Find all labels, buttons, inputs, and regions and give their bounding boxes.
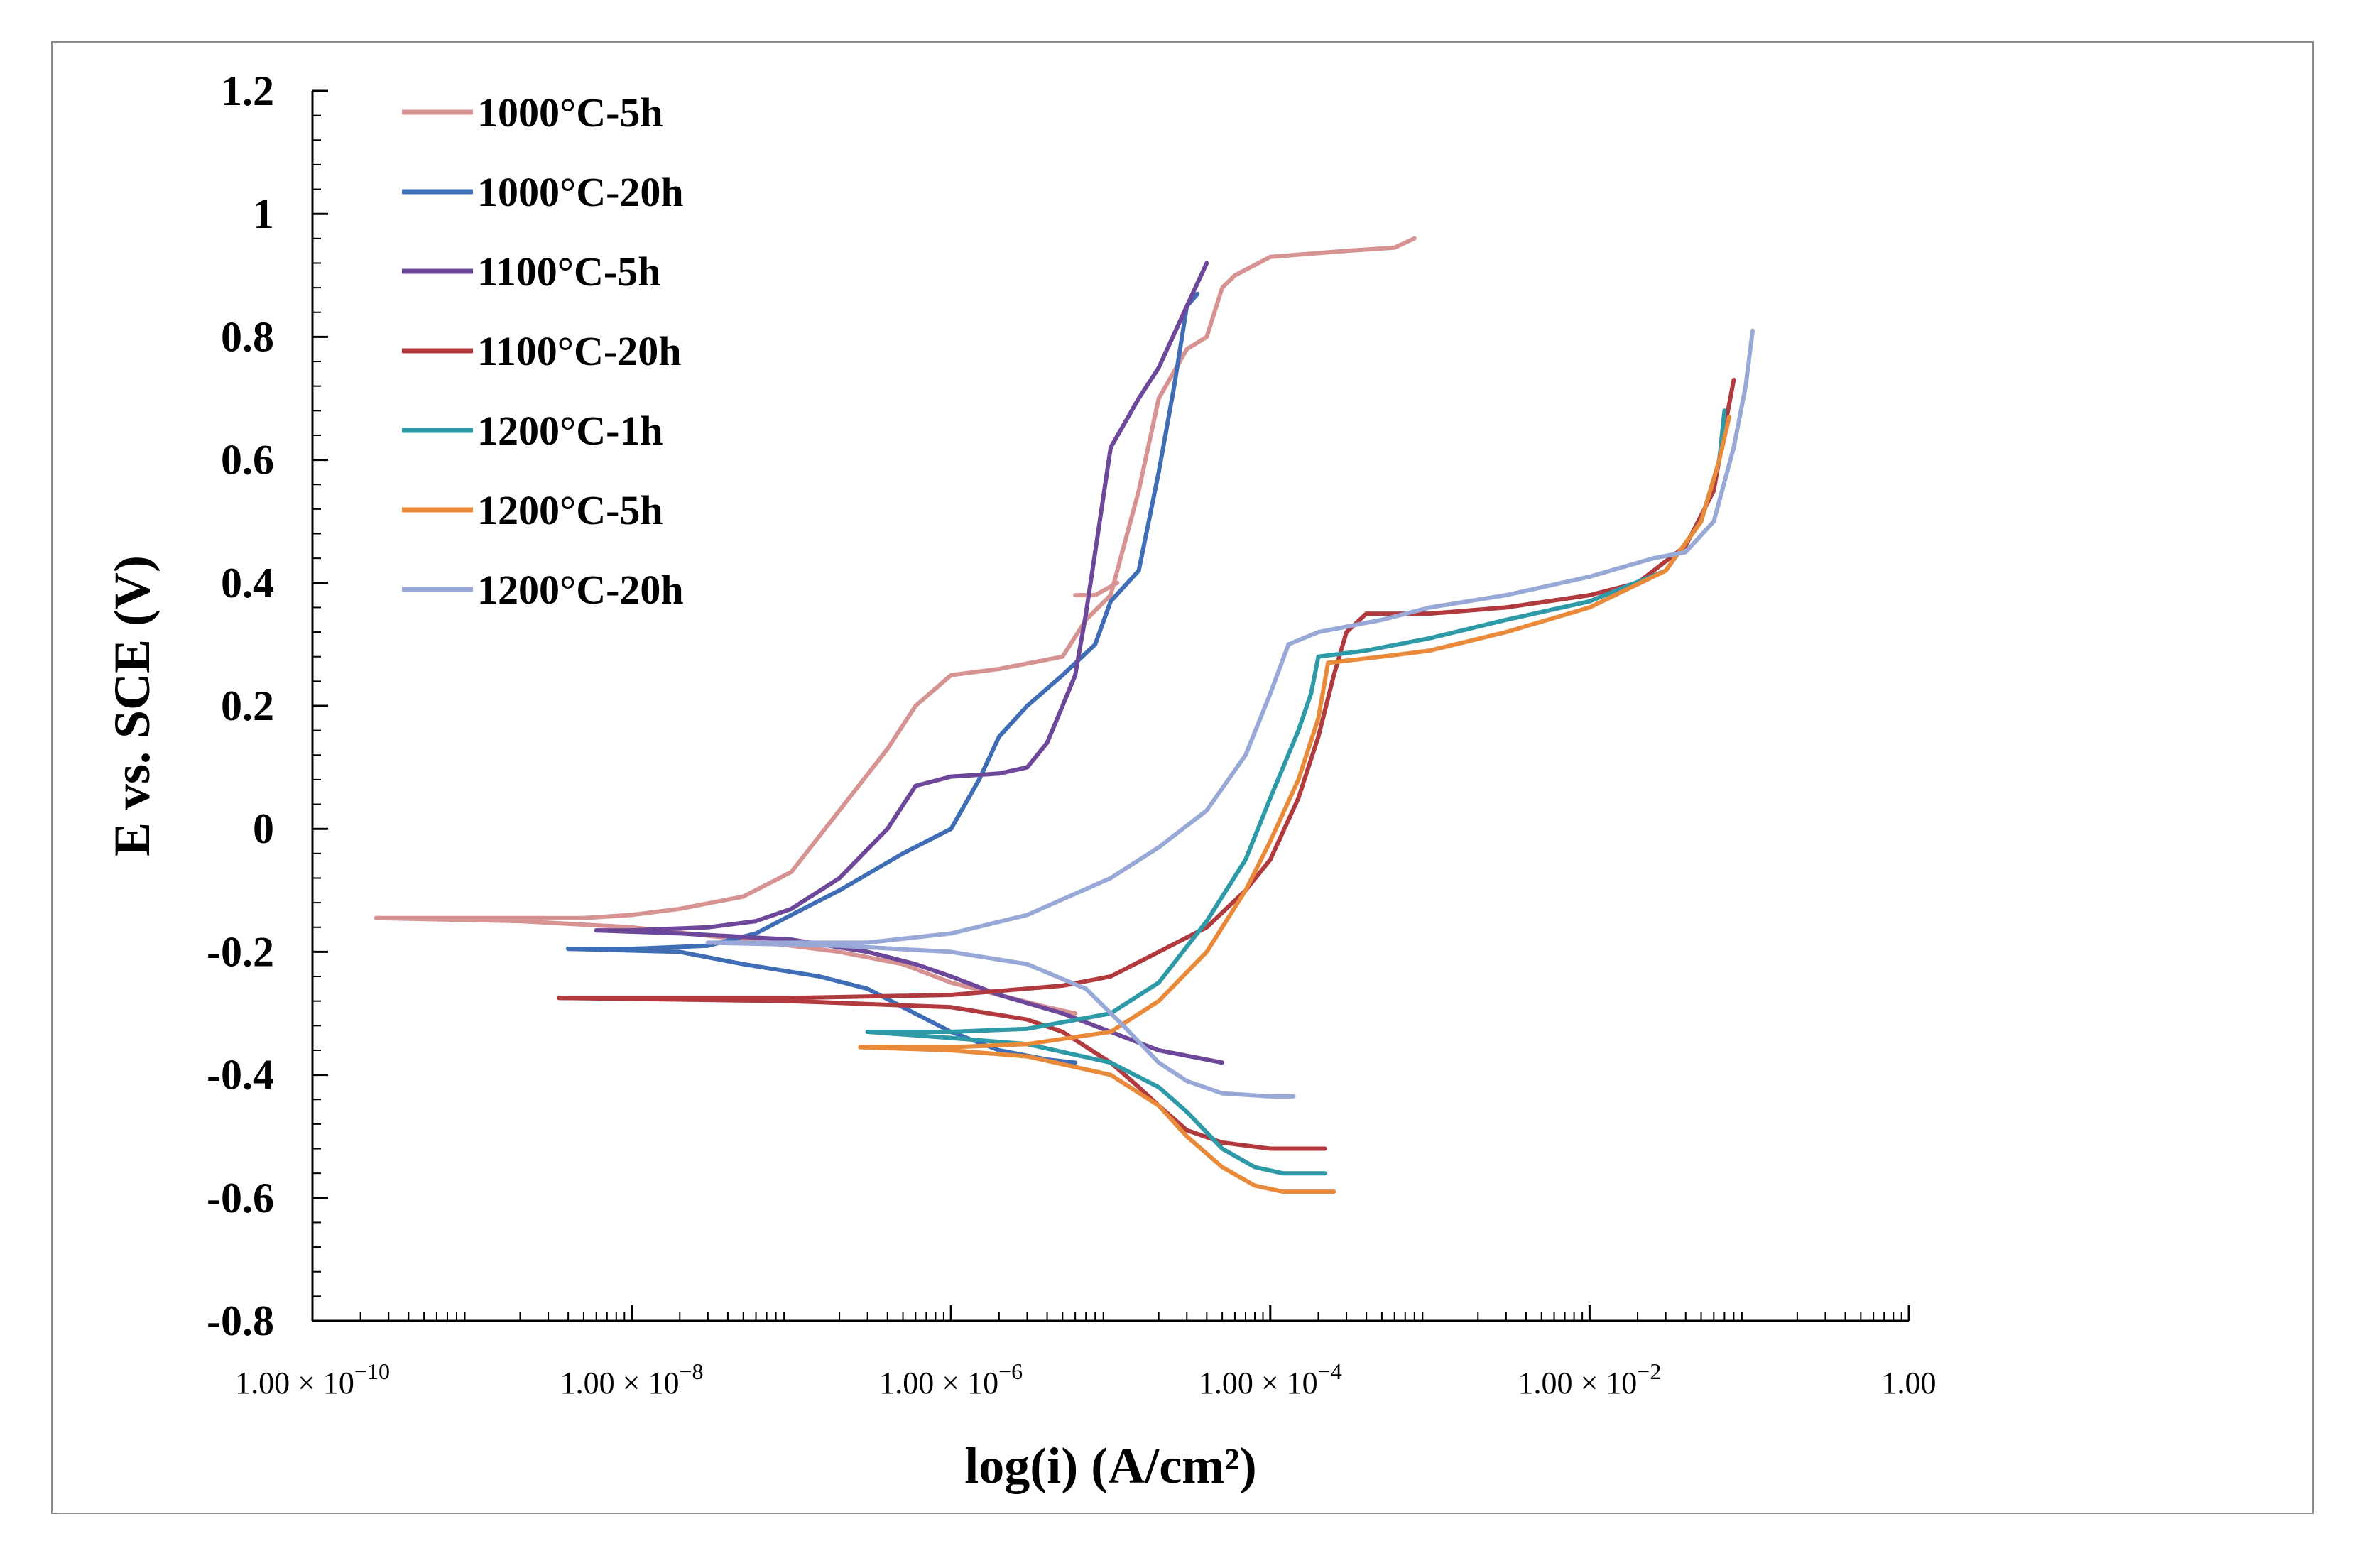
series-7-cathodic-line <box>705 940 1296 1099</box>
series-4-anodic-line <box>557 378 1736 1001</box>
x-tick-label: 1.00 × 10−4 <box>1199 1359 1342 1400</box>
series-6-anodic-line <box>858 415 1732 1050</box>
y-ticks: -0.8 -0.6 -0.4 -0.2 0 0.2 0.4 0.6 0.8 1 1.2 <box>207 67 328 1344</box>
series-1-extra-line <box>1073 580 1120 598</box>
x-ticks: 1.00 × 10−10 1.00 × 10−8 1.00 × 10−6 1.00 ×… <box>235 1305 1937 1400</box>
series-2-anodic-line <box>566 291 1200 952</box>
x-tick-label: 1.00 × 10−10 <box>235 1359 390 1400</box>
x-tick-label: 1.00 <box>1882 1366 1937 1400</box>
series-5-cathodic-line <box>865 1030 1327 1176</box>
legend-label: 1100°C-5h <box>477 249 660 295</box>
legend-label: 1000°C-20h <box>477 169 684 215</box>
legend: 1000°C-5h 1000°C-20h 1100°C-5h 1100°C-20h 12… <box>402 89 684 613</box>
legend-label: 1200°C-5h <box>477 487 663 533</box>
y-tick-label: -0.2 <box>207 928 274 975</box>
curves-layer <box>374 236 1755 1194</box>
y-tick-label: 0.2 <box>221 682 274 729</box>
y-tick-label: -0.6 <box>207 1175 274 1221</box>
legend-label: 1100°C-20h <box>477 328 681 374</box>
legend-label: 1000°C-5h <box>477 89 663 136</box>
y-tick-label: -0.4 <box>207 1052 274 1099</box>
legend-label: 1200°C-1h <box>477 408 663 454</box>
y-axis-title: E vs. SCE (V) <box>104 555 160 856</box>
x-tick-label: 1.00 × 10−6 <box>879 1359 1023 1400</box>
x-tick-exponent: −8 <box>679 1359 703 1384</box>
y-tick-label: 1.2 <box>221 67 274 114</box>
series-7-anodic-line <box>705 328 1755 945</box>
x-tick-exponent: −6 <box>998 1359 1023 1384</box>
y-tick-label: 0.8 <box>221 313 274 360</box>
y-tick-label: 1 <box>253 190 274 237</box>
x-tick-exponent: −10 <box>354 1359 390 1384</box>
x-tick-exponent: −2 <box>1637 1359 1661 1384</box>
legend-label: 1200°C-20h <box>477 567 684 613</box>
series-6-cathodic-line <box>858 1045 1336 1194</box>
series-5-anodic-line <box>865 408 1727 1034</box>
y-tick-label: 0 <box>253 805 274 852</box>
x-tick-exponent: −4 <box>1318 1359 1342 1384</box>
chart-frame <box>51 41 2314 1514</box>
y-tick-label: -0.8 <box>207 1297 274 1344</box>
x-tick-label: 1.00 × 10−2 <box>1518 1359 1661 1400</box>
series-3-anodic-line <box>594 261 1209 933</box>
y-tick-label: 0.6 <box>221 437 274 484</box>
x-axis-title: log(i) (A/cm²) <box>964 1437 1256 1494</box>
series-4-cathodic-line <box>557 996 1327 1151</box>
x-tick-label: 1.00 × 10−8 <box>560 1359 704 1400</box>
series-3-cathodic-line <box>594 928 1225 1065</box>
series-1-anodic-line <box>374 236 1417 920</box>
y-tick-label: 0.4 <box>221 560 274 606</box>
